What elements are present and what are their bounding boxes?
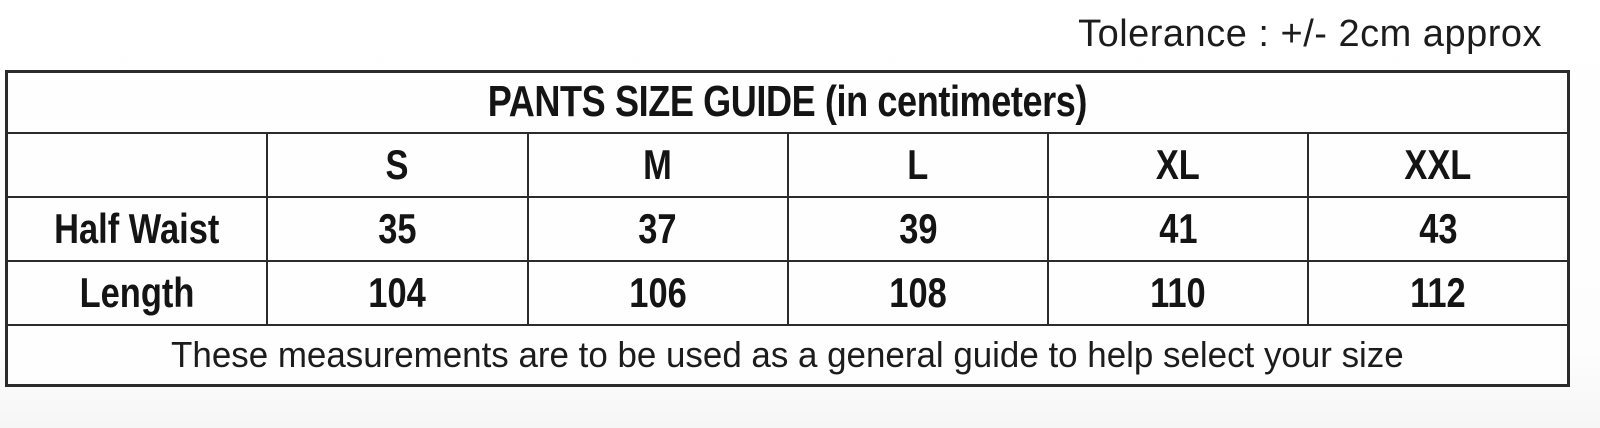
footer-note-cell: These measurements are to be used as a g… bbox=[5, 323, 1570, 387]
length-xxl: 112 bbox=[1410, 268, 1466, 316]
size-header-row: S M L XL XXL bbox=[5, 131, 1570, 198]
length-xl: 110 bbox=[1150, 268, 1206, 316]
table-title: PANTS SIZE GUIDE (in centimeters) bbox=[487, 77, 1088, 127]
row-label-cell: Half Waist bbox=[5, 195, 269, 262]
header-cell-m: M bbox=[526, 131, 789, 198]
table-row-half-waist: Half Waist 35 37 39 41 43 bbox=[5, 195, 1570, 262]
table-footer-row: These measurements are to be used as a g… bbox=[5, 323, 1570, 387]
tolerance-note: Tolerance : +/- 2cm approx bbox=[1078, 13, 1542, 55]
half-waist-xl: 41 bbox=[1158, 204, 1198, 252]
half-waist-m: 37 bbox=[638, 204, 677, 252]
length-m: 106 bbox=[628, 268, 687, 316]
header-cell-blank bbox=[5, 131, 269, 198]
value-cell: 41 bbox=[1046, 195, 1310, 262]
table-title-row: PANTS SIZE GUIDE (in centimeters) bbox=[5, 70, 1570, 134]
row-label-length: Length bbox=[79, 268, 195, 316]
header-cell-xl: XL bbox=[1046, 131, 1310, 198]
value-cell: 39 bbox=[786, 195, 1050, 262]
row-label-cell: Length bbox=[5, 259, 269, 326]
value-cell: 110 bbox=[1046, 259, 1310, 326]
header-label-l: L bbox=[907, 140, 929, 188]
header-cell-s: S bbox=[266, 131, 529, 198]
length-s: 104 bbox=[368, 268, 427, 316]
size-guide-table: PANTS SIZE GUIDE (in centimeters) S M L … bbox=[5, 70, 1570, 387]
value-cell: 37 bbox=[526, 195, 789, 262]
half-waist-s: 35 bbox=[378, 204, 417, 252]
row-label-half-waist: Half Waist bbox=[54, 204, 220, 252]
half-waist-l: 39 bbox=[898, 204, 938, 252]
value-cell: 108 bbox=[786, 259, 1050, 326]
header-label-s: S bbox=[385, 140, 409, 188]
header-label-m: M bbox=[643, 140, 673, 188]
value-cell: 35 bbox=[266, 195, 529, 262]
table-title-cell: PANTS SIZE GUIDE (in centimeters) bbox=[5, 70, 1570, 134]
half-waist-xxl: 43 bbox=[1418, 204, 1458, 252]
table-row-length: Length 104 106 108 110 112 bbox=[5, 259, 1570, 326]
value-cell: 112 bbox=[1307, 259, 1570, 326]
value-cell: 104 bbox=[266, 259, 529, 326]
value-cell: 43 bbox=[1307, 195, 1570, 262]
header-label-xxl: XXL bbox=[1404, 140, 1472, 188]
length-l: 108 bbox=[889, 268, 947, 316]
footer-note: These measurements are to be used as a g… bbox=[171, 333, 1404, 375]
header-cell-xxl: XXL bbox=[1307, 131, 1570, 198]
header-label-xl: XL bbox=[1156, 140, 1201, 188]
header-cell-l: L bbox=[786, 131, 1050, 198]
value-cell: 106 bbox=[526, 259, 789, 326]
